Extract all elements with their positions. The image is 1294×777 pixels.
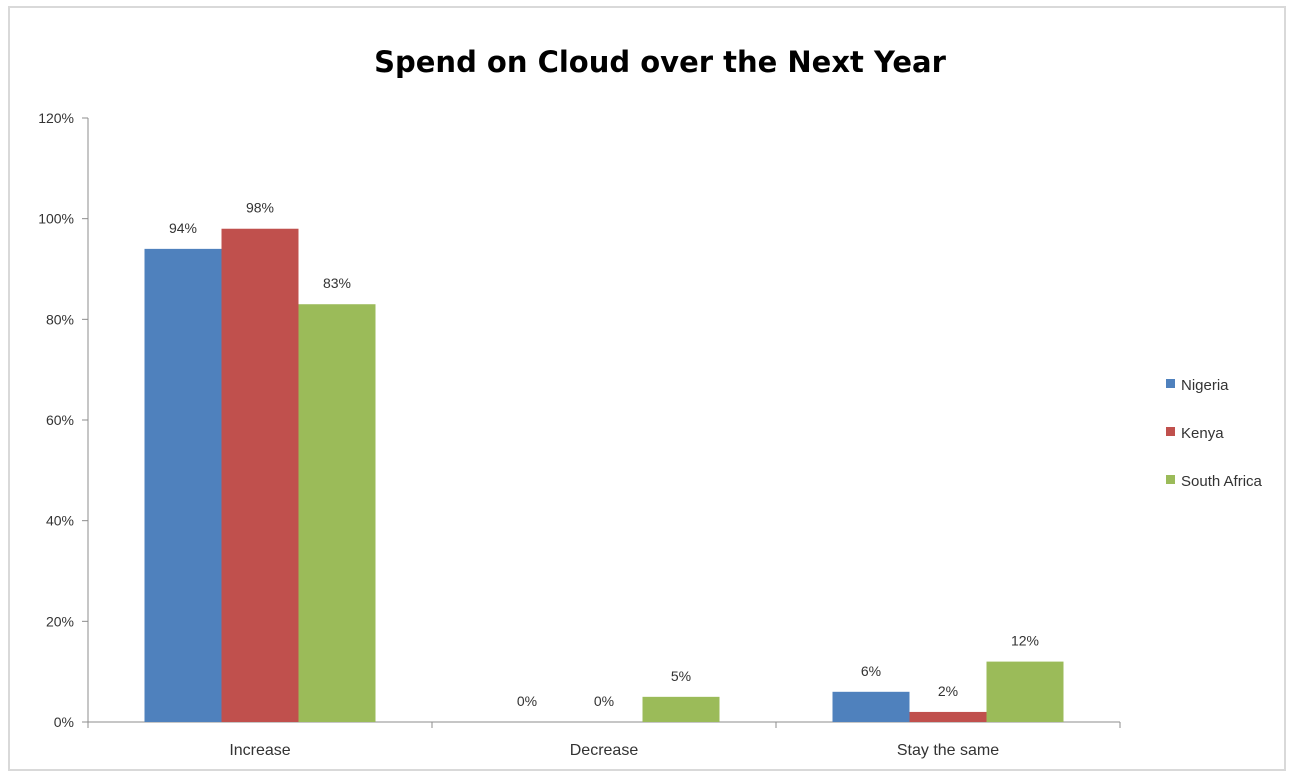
y-tick-label: 20% xyxy=(46,613,74,629)
data-label: 2% xyxy=(938,683,958,699)
data-label: 83% xyxy=(323,275,351,291)
data-label: 12% xyxy=(1011,633,1039,649)
legend-label: Kenya xyxy=(1181,425,1224,442)
legend: Nigeria Kenya South Africa xyxy=(1166,377,1263,490)
x-category-label: Stay the same xyxy=(897,742,999,759)
bars xyxy=(144,228,1064,722)
data-label: 94% xyxy=(169,220,197,236)
x-category-label: Increase xyxy=(229,742,290,759)
legend-swatch xyxy=(1166,475,1175,484)
bar xyxy=(144,248,222,722)
legend-swatch xyxy=(1166,427,1175,436)
chart-title: Spend on Cloud over the Next Year xyxy=(374,45,946,79)
y-axis: 0% 20% 40% 60% 80% 100% 120% xyxy=(38,110,89,730)
y-tick-label: 100% xyxy=(38,211,74,227)
y-tick-label: 0% xyxy=(54,714,74,730)
data-label: 0% xyxy=(517,693,537,709)
bar xyxy=(221,228,299,722)
y-tick-label: 60% xyxy=(46,412,74,428)
legend-swatch xyxy=(1166,379,1175,388)
data-label: 0% xyxy=(594,693,614,709)
data-labels: 94% 98% 83% 0% 0% 5% 6% 2% 12% xyxy=(169,200,1039,709)
data-label: 98% xyxy=(246,200,274,216)
x-category-label: Decrease xyxy=(570,742,639,759)
legend-label: Nigeria xyxy=(1181,377,1229,394)
x-axis: Increase Decrease Stay the same xyxy=(87,721,1121,759)
bar xyxy=(909,711,987,722)
bar xyxy=(832,691,910,722)
bar xyxy=(642,696,720,722)
bar xyxy=(298,304,376,722)
bar xyxy=(986,661,1064,722)
data-label: 6% xyxy=(861,663,881,679)
y-tick-label: 120% xyxy=(38,110,74,126)
y-tick-label: 80% xyxy=(46,311,74,327)
legend-label: South Africa xyxy=(1181,473,1263,490)
y-tick-label: 40% xyxy=(46,513,74,529)
data-label: 5% xyxy=(671,668,691,684)
